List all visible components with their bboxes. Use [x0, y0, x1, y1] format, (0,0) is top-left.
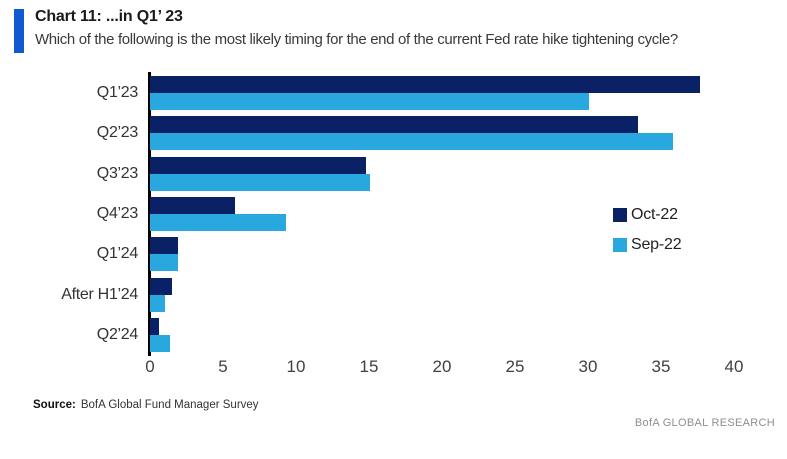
x-tick-label: 5	[218, 357, 228, 376]
bar-sep-22-1	[150, 93, 590, 110]
x-tick-label: 15	[359, 357, 379, 376]
x-tick-label: 25	[505, 357, 525, 376]
bar-oct-22-1	[150, 76, 701, 93]
bar-sep-22-7	[150, 334, 171, 352]
x-tick-label: 35	[651, 357, 671, 376]
bar-sep-22-4	[150, 213, 286, 231]
bar-sep-22-2	[150, 133, 673, 151]
category-label: After H1’24	[61, 285, 138, 303]
source-text: BofA Global Fund Manager Survey	[80, 399, 259, 411]
bar-sep-22-5	[150, 254, 178, 272]
bar-oct-22-7	[150, 317, 159, 335]
category-label: Q3’23	[96, 164, 139, 182]
branding-text: BofA GLOBAL RESEARCH	[634, 417, 775, 429]
x-tick-label: 40	[724, 357, 744, 376]
legend-label: Oct-22	[631, 206, 678, 223]
category-label: Q2’24	[96, 325, 139, 343]
chart-area: Q1’23 Q2’23 Q3’23 Q4’23 Q1’24 After H1’24 Q2’2…	[0, 66, 787, 386]
category-label: Q2’23	[96, 124, 139, 142]
x-tick-label: 0	[145, 357, 155, 376]
bar-sep-22-3	[150, 173, 371, 191]
legend: Oct-22 Sep-22	[613, 206, 682, 266]
source-label: Source:	[33, 399, 76, 411]
x-tick-label: 20	[432, 357, 452, 376]
legend-swatch-icon	[613, 238, 627, 252]
category-label: Q4’23	[96, 204, 139, 222]
bar-oct-22-3	[150, 156, 367, 174]
bar-oct-22-4	[150, 196, 235, 214]
legend-entry-oct-22: Oct-22	[613, 206, 681, 224]
x-tick-label: 30	[578, 357, 598, 376]
bar-oct-22-5	[150, 237, 178, 255]
source-line: Source: BofA Global Fund Manager Survey	[33, 399, 259, 411]
y-axis-line	[148, 72, 151, 356]
legend-label: Sep-22	[631, 236, 682, 253]
bar-sep-22-6	[150, 294, 165, 312]
bar-oct-22-6	[150, 277, 172, 295]
category-label: Q1’23	[96, 84, 139, 101]
legend-swatch-icon	[613, 208, 627, 222]
title-accent-bar	[14, 9, 24, 53]
chart-subtitle: Which of the following is the most likel…	[35, 31, 678, 48]
category-label: Q1’24	[96, 245, 139, 263]
bar-oct-22-2	[150, 116, 638, 134]
legend-entry-sep-22: Sep-22	[613, 236, 682, 254]
x-tick-label: 10	[286, 357, 306, 376]
chart-title: Chart 11: ...in Q1’ 23	[35, 8, 183, 25]
